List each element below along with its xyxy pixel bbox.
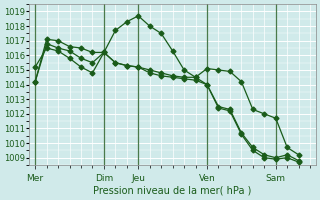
X-axis label: Pression niveau de la mer( hPa ): Pression niveau de la mer( hPa ) [93, 186, 252, 196]
